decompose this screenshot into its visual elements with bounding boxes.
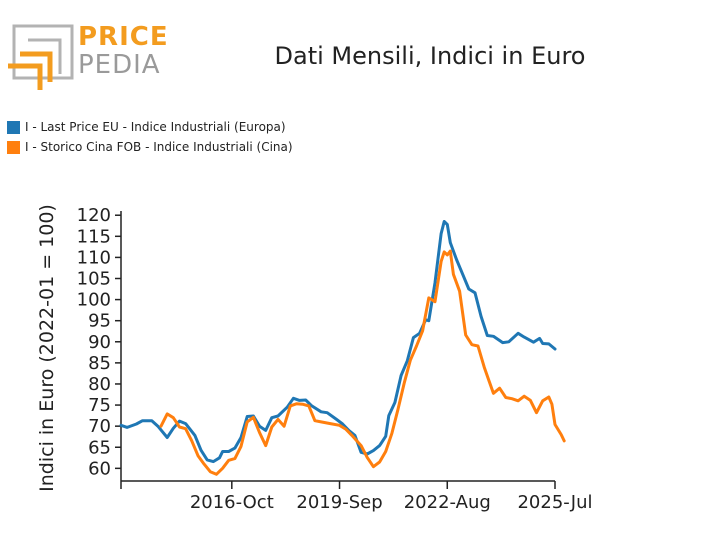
y-axis-title: Indici in Euro (2022-01 = 100) (36, 204, 58, 492)
legend-item-china[interactable]: I - Storico Cina FOB - Indice Industrial… (7, 139, 293, 155)
y-tick-label: 60 (88, 458, 111, 479)
y-tick-label: 80 (88, 374, 111, 395)
legend-label-china: I - Storico Cina FOB - Indice Industrial… (25, 140, 293, 154)
legend-item-europe[interactable]: I - Last Price EU - Indice Industriali (… (7, 119, 286, 135)
y-tick-label: 65 (88, 437, 111, 458)
legend-swatch-orange (7, 140, 20, 154)
y-tick-label: 105 (77, 269, 111, 290)
y-tick-label: 110 (77, 247, 111, 268)
series-line-china (159, 249, 566, 476)
x-tick-label: 2016-Oct (190, 492, 274, 513)
y-tick-label: 95 (88, 311, 111, 332)
pricepedia-logo: PRICE PEDIA (6, 22, 169, 92)
y-tick-label: 115 (77, 226, 111, 247)
logo-mark (8, 24, 74, 90)
y-tick-label: 75 (88, 395, 111, 416)
y-tick-label: 90 (88, 332, 111, 353)
x-tick-label: 2025-Jul (517, 492, 592, 513)
legend-swatch-blue (7, 120, 20, 134)
series-line-europe (119, 220, 557, 464)
y-tick-label: 70 (88, 416, 111, 437)
x-tick-label: 2019-Sep (296, 492, 382, 513)
legend-label-europe: I - Last Price EU - Indice Industriali (… (25, 120, 286, 134)
logo-text-price: PRICE (78, 22, 169, 52)
y-tick-label: 85 (88, 353, 111, 374)
y-tick-label: 120 (77, 205, 111, 226)
logo-text-pedia: PEDIA (78, 50, 161, 80)
x-tick-label: 2022-Aug (404, 492, 491, 513)
chart-title: Dati Mensili, Indici in Euro (274, 42, 586, 70)
y-tick-label: 100 (77, 290, 111, 311)
